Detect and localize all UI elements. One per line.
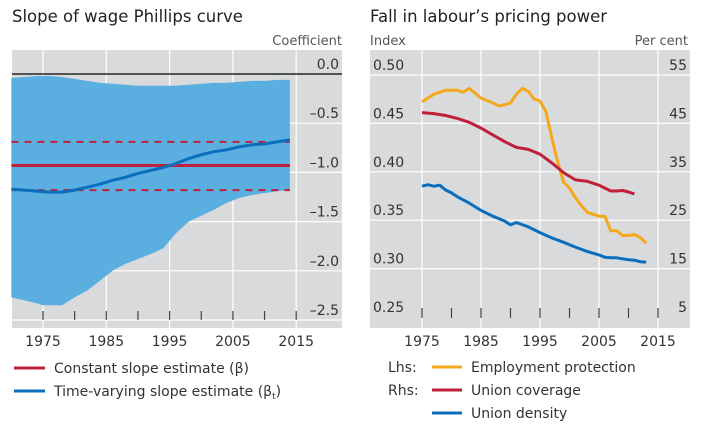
right-series-employment-protection — [421, 86, 648, 245]
left-x-tick-label: 1985 — [88, 334, 124, 350]
left-x-ticks: 1975 1985 1995 2005 2015 — [25, 311, 314, 350]
left-y-tick-label: –1.0 — [310, 155, 339, 171]
right-left-axis-label: Index — [370, 34, 406, 49]
right-x-ticks: 1975 1985 1995 2005 2015 — [404, 308, 676, 350]
right-right-y-tick-label: 45 — [669, 106, 687, 122]
right-plot-background — [370, 50, 690, 328]
left-y-axis-label: Coefficient — [272, 34, 342, 49]
right-series-union-density — [421, 183, 647, 264]
right-x-tick-label: 1975 — [404, 334, 440, 350]
legend-label-union-coverage: Union coverage — [471, 383, 581, 399]
right-legend: Lhs: Employment protection Rhs: Union co… — [388, 360, 636, 422]
right-right-y-tick-label: 5 — [678, 300, 687, 316]
right-x-tick-label: 2015 — [640, 334, 676, 350]
right-right-y-tick-label: 25 — [669, 203, 687, 219]
left-chart-title: Slope of wage Phillips curve — [12, 7, 243, 26]
legend-label-constant-slope: Constant slope estimate (β) — [54, 361, 249, 377]
right-right-y-tick-label: 35 — [669, 155, 687, 171]
left-y-tick-label: –2.5 — [310, 303, 339, 319]
right-x-tick-label: 2005 — [581, 334, 617, 350]
left-x-tick-label: 2005 — [215, 334, 251, 350]
legend-label-union-density: Union density — [471, 406, 567, 422]
right-left-y-tick-label: 0.50 — [373, 58, 404, 74]
left-y-tick-label: –0.5 — [310, 106, 339, 122]
right-y-tick-labels: 0.50 55 0.45 45 0.40 35 0.35 25 0.30 15 0.25 5 — [373, 58, 687, 316]
right-left-y-tick-label: 0.35 — [373, 203, 404, 219]
right-left-y-tick-label: 0.45 — [373, 106, 404, 122]
right-right-axis-label: Per cent — [635, 34, 688, 49]
left-series-time-varying-slope-estimate-t — [11, 138, 291, 194]
right-right-y-tick-label: 55 — [669, 58, 687, 74]
right-x-tick-label: 1985 — [463, 334, 499, 350]
left-legend: Constant slope estimate (β) Time-varying… — [14, 361, 281, 402]
legend-prefix-rhs: Rhs: — [388, 383, 419, 399]
right-right-y-tick-label: 15 — [669, 252, 687, 268]
left-confidence-band — [11, 76, 290, 306]
right-series-union-coverage — [421, 111, 635, 196]
left-x-tick-label: 2015 — [278, 334, 314, 350]
right-chart-title: Fall in labour’s pricing power — [370, 7, 607, 26]
left-x-tick-label: 1995 — [152, 334, 188, 350]
left-y-tick-label: –1.5 — [310, 205, 339, 221]
right-series-group — [421, 86, 648, 264]
legend-prefix-lhs: Lhs: — [388, 360, 417, 376]
right-gridlines — [370, 50, 690, 328]
left-y-tick-labels: 0.0 –0.5 –1.0 –1.5 –2.0 –2.5 — [310, 57, 339, 319]
right-left-y-tick-label: 0.30 — [373, 252, 404, 268]
legend-label-time-varying-slope: Time-varying slope estimate (βt) — [53, 384, 281, 402]
right-x-tick-label: 1995 — [522, 334, 558, 350]
left-y-tick-label: –2.0 — [310, 254, 339, 270]
left-series-group — [11, 138, 291, 194]
right-left-y-tick-label: 0.40 — [373, 155, 404, 171]
legend-label-employment-protection: Employment protection — [471, 360, 636, 376]
right-left-y-tick-label: 0.25 — [373, 300, 404, 316]
left-panel: Slope of wage Phillips curve Coefficient… — [11, 7, 342, 402]
right-panel: Fall in labour’s pricing power Index Per… — [370, 7, 690, 422]
left-y-tick-label: 0.0 — [317, 57, 339, 73]
left-x-tick-label: 1975 — [25, 334, 61, 350]
